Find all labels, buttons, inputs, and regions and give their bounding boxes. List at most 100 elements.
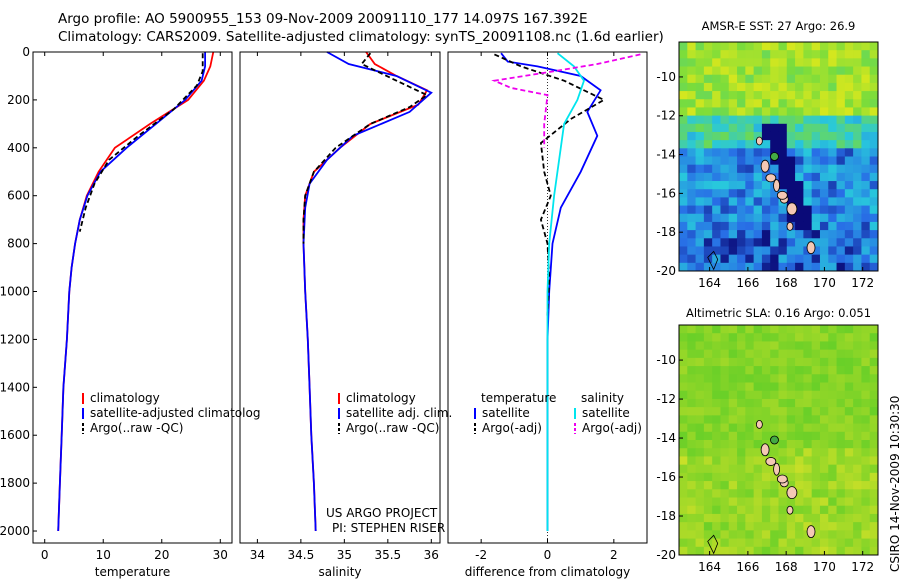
map-cell <box>819 42 829 51</box>
map-cell <box>679 197 688 206</box>
map-cell <box>811 522 821 531</box>
map-cell <box>712 82 721 92</box>
map-cell <box>703 472 713 482</box>
map-cell <box>803 333 813 342</box>
map-cell <box>861 497 871 507</box>
map-cell <box>695 448 705 457</box>
map-cell <box>869 456 879 466</box>
map-cell <box>795 481 804 490</box>
map-x-tick-label: 164 <box>698 276 721 290</box>
map-cell <box>703 221 713 231</box>
map-cell <box>811 382 821 392</box>
map-cell <box>687 164 696 174</box>
map-cell <box>761 131 771 141</box>
map-cell <box>853 390 862 400</box>
map-cell <box>712 148 721 157</box>
map-cell <box>728 42 738 51</box>
map-cell <box>844 546 854 556</box>
map-cell <box>679 181 688 190</box>
map-cell <box>869 481 879 490</box>
map-cell <box>844 398 854 408</box>
map-cell <box>695 349 705 359</box>
map-cell <box>695 431 705 441</box>
map-cell <box>720 440 730 449</box>
map-cell <box>737 456 746 466</box>
map-cell <box>703 181 713 190</box>
map-cell <box>786 382 796 392</box>
map-cell <box>745 156 755 166</box>
map-cell <box>753 513 763 523</box>
map-cell <box>712 99 721 108</box>
map-cell <box>786 172 796 182</box>
map-cell <box>695 99 705 108</box>
map-cell <box>687 131 696 141</box>
map-cell <box>803 374 813 383</box>
map-cell <box>836 230 846 239</box>
map-cell <box>836 513 846 523</box>
map-cell <box>770 382 779 392</box>
coastline-new-caledonia <box>707 250 719 271</box>
map-cell <box>861 349 871 359</box>
map-cell <box>811 464 821 474</box>
map-cell <box>811 42 821 51</box>
map-cell <box>844 181 854 190</box>
title-line-1: Argo profile: AO 5900955_153 09-Nov-2009… <box>58 11 588 27</box>
map-cell <box>869 148 879 157</box>
map-cell <box>770 197 779 206</box>
map-cell <box>720 230 730 239</box>
map-cell <box>753 82 763 92</box>
map-cell <box>712 246 721 256</box>
map-cell <box>728 440 738 449</box>
map-cell <box>728 66 738 76</box>
map-cell <box>819 341 829 351</box>
map-cell <box>695 357 705 367</box>
map-cell <box>679 262 688 272</box>
map-cell <box>778 325 788 334</box>
map-cell <box>778 456 788 466</box>
difference-panel: -2 0 2 difference from climatology <box>447 51 648 579</box>
map-cell <box>745 205 755 215</box>
map-cell <box>778 42 788 51</box>
map-cell <box>828 123 837 133</box>
map-cell <box>687 50 696 59</box>
map-cell <box>844 197 854 206</box>
map-cell <box>687 374 696 383</box>
map-cell <box>728 522 738 531</box>
map-cell <box>795 489 804 498</box>
map-cell <box>786 325 796 334</box>
map-cell <box>861 230 871 239</box>
map-cell <box>679 513 688 523</box>
map-cell <box>679 357 688 367</box>
map-cell <box>712 522 721 531</box>
map-cell <box>803 262 813 272</box>
map-cell <box>761 148 771 157</box>
map-cell <box>828 472 837 482</box>
map-cell <box>836 181 846 190</box>
map-cell <box>819 50 829 59</box>
map-cell <box>811 546 821 556</box>
map-cell <box>811 66 821 76</box>
map-cell <box>844 423 854 433</box>
map-cell <box>795 513 804 523</box>
map-cell <box>795 66 804 76</box>
sst-map-frame <box>678 41 879 272</box>
map-cell <box>853 230 862 239</box>
map-cell <box>720 481 730 490</box>
map-cell <box>861 164 871 174</box>
map-cell <box>737 366 746 375</box>
map-cell <box>778 172 788 182</box>
map-cell <box>853 115 862 125</box>
map-cell <box>720 366 730 375</box>
map-cell <box>770 99 779 108</box>
map-cell <box>795 262 804 272</box>
map-cell <box>803 164 813 174</box>
map-cell <box>861 530 871 539</box>
map-cell <box>737 254 746 264</box>
map-cell <box>853 213 862 223</box>
map-cell <box>679 349 688 359</box>
map-cell <box>819 205 829 215</box>
map-cell <box>728 140 738 149</box>
map-cell <box>869 164 879 174</box>
map-cell <box>795 398 804 408</box>
